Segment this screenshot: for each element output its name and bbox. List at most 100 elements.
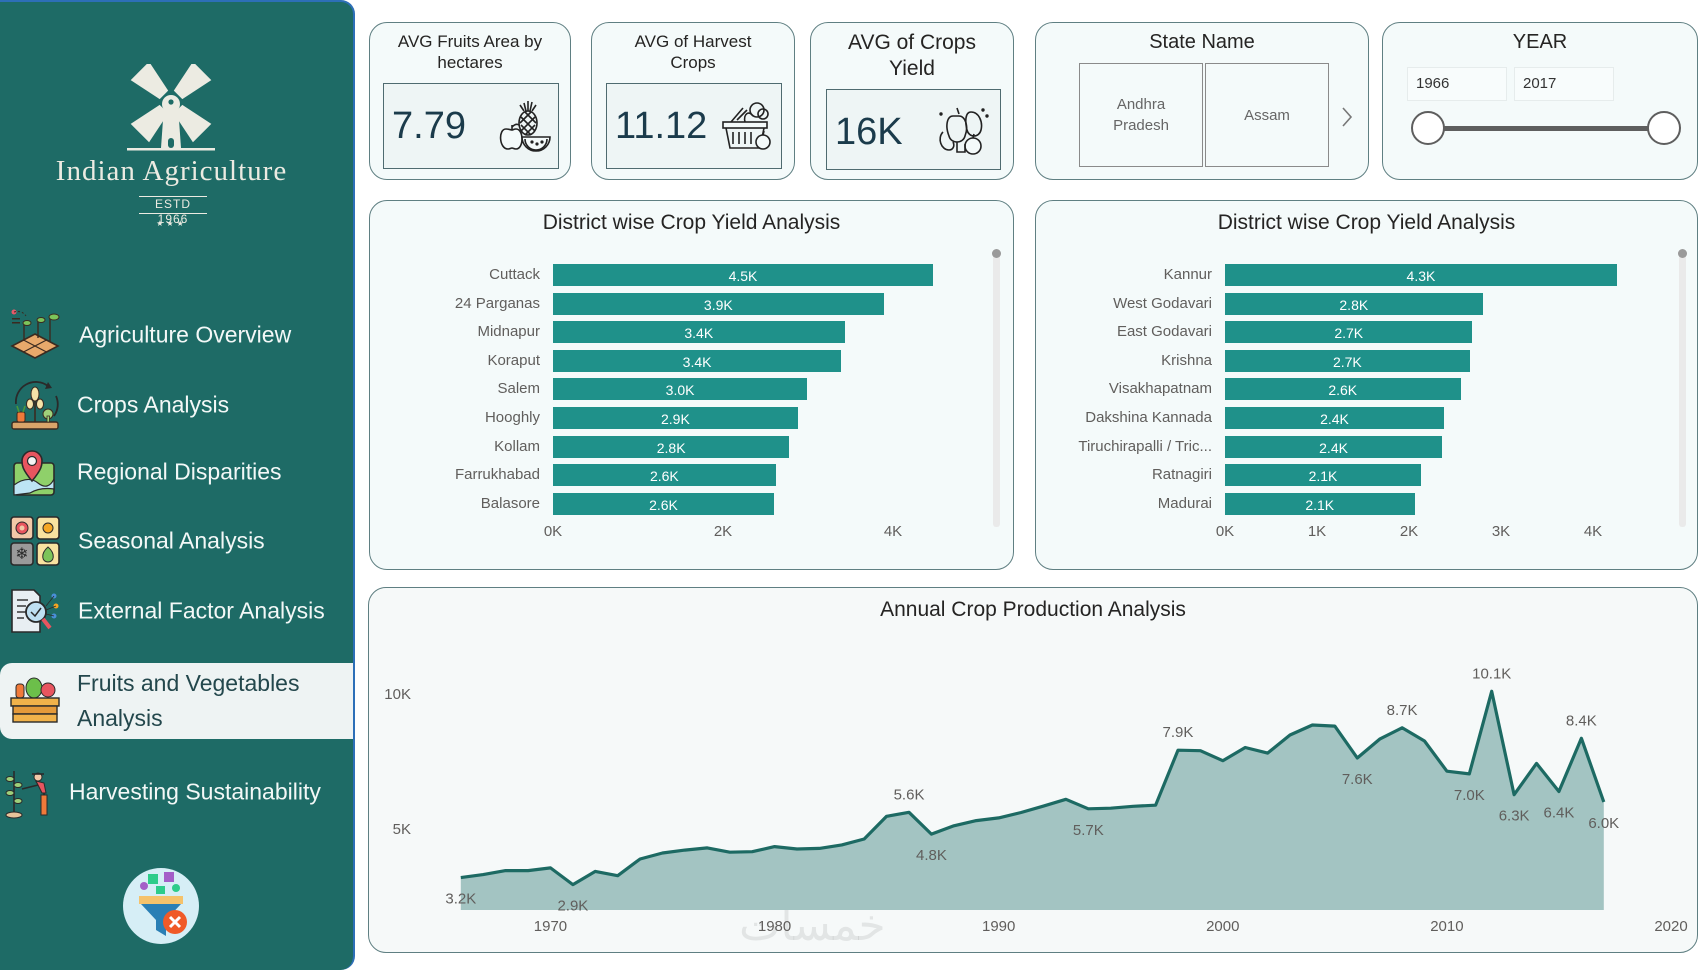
data-point[interactable] <box>568 880 578 890</box>
year-slider-track[interactable] <box>1428 126 1664 131</box>
data-point[interactable] <box>1554 786 1564 796</box>
data-point[interactable] <box>1039 801 1049 811</box>
data-point[interactable] <box>1240 742 1250 752</box>
bar[interactable]: 2.6K <box>553 492 774 515</box>
data-point[interactable] <box>545 863 555 873</box>
data-point[interactable] <box>859 834 869 844</box>
data-point[interactable] <box>501 866 511 876</box>
data-point[interactable] <box>1083 804 1093 814</box>
data-point[interactable] <box>1419 736 1429 746</box>
bar[interactable]: 2.6K <box>1225 378 1461 401</box>
data-point[interactable] <box>949 821 959 831</box>
data-point[interactable] <box>1532 758 1542 768</box>
bar[interactable]: 2.9K <box>553 407 798 429</box>
nav-agriculture-overview[interactable]: Agriculture Overview <box>0 303 353 367</box>
bar[interactable]: 2.8K <box>553 435 790 458</box>
bar[interactable]: 3.0K <box>553 378 808 401</box>
data-point[interactable] <box>1599 797 1609 807</box>
data-point[interactable] <box>1151 800 1161 810</box>
bar[interactable]: 2.1K <box>1225 492 1415 515</box>
data-point[interactable] <box>1397 723 1407 733</box>
district-yield-chart-right: District wise Crop Yield Analysis Kannur… <box>1035 200 1698 570</box>
nav-harvesting-sustainability[interactable]: Harvesting Sustainability <box>0 760 353 824</box>
data-point[interactable] <box>1218 756 1228 766</box>
data-point[interactable] <box>1487 686 1497 696</box>
bar[interactable]: 2.6K <box>553 464 776 487</box>
bar[interactable]: 2.8K <box>1225 292 1483 315</box>
data-point[interactable] <box>613 871 623 881</box>
data-point[interactable] <box>1128 801 1138 811</box>
bar[interactable]: 4.3K <box>1225 264 1617 286</box>
category-label: West Godavari <box>1113 294 1212 312</box>
data-point[interactable] <box>770 842 780 852</box>
bar[interactable]: 2.4K <box>1225 407 1444 429</box>
data-point[interactable] <box>680 845 690 855</box>
category-label: Krishna <box>1161 351 1212 369</box>
data-point[interactable] <box>1263 748 1273 758</box>
agriculture-field-icon <box>10 309 60 359</box>
bar[interactable]: 2.7K <box>1225 349 1470 372</box>
data-point[interactable] <box>971 816 981 826</box>
data-point[interactable] <box>725 847 735 857</box>
bar[interactable]: 2.7K <box>1225 321 1473 344</box>
bar[interactable]: 4.5K <box>553 264 933 286</box>
nav-seasonal-analysis[interactable]: ❄ Seasonal Analysis <box>0 509 353 573</box>
year-slider-start-handle[interactable] <box>1411 111 1445 145</box>
chart-scrollbar-thumb[interactable] <box>1678 249 1687 258</box>
data-point[interactable] <box>904 807 914 817</box>
data-point[interactable] <box>1442 766 1452 776</box>
bar[interactable]: 3.9K <box>553 292 884 315</box>
data-point[interactable] <box>747 847 757 857</box>
data-point[interactable] <box>1330 721 1340 731</box>
year-slider-end-handle[interactable] <box>1647 111 1681 145</box>
bar[interactable]: 3.4K <box>553 321 845 344</box>
data-point[interactable] <box>1106 803 1116 813</box>
data-point[interactable] <box>523 866 533 876</box>
data-point[interactable] <box>1576 733 1586 743</box>
bar[interactable]: 2.4K <box>1225 435 1443 458</box>
chart-scrollbar[interactable] <box>1679 253 1686 527</box>
chart-scrollbar-thumb[interactable] <box>992 249 1001 258</box>
bar[interactable]: 2.1K <box>1225 464 1421 487</box>
year-from-input[interactable]: 1966 <box>1407 67 1507 101</box>
data-point[interactable] <box>1285 730 1295 740</box>
data-point[interactable] <box>1352 753 1362 763</box>
bar[interactable]: 3.4K <box>553 349 842 372</box>
data-point[interactable] <box>635 854 645 864</box>
x-tick-label: 3K <box>1491 523 1511 540</box>
data-point[interactable] <box>882 811 892 821</box>
data-point[interactable] <box>837 840 847 850</box>
data-point[interactable] <box>1016 808 1026 818</box>
data-point[interactable] <box>1375 734 1385 744</box>
kpi-value-box: 11.12 <box>606 83 782 169</box>
data-point[interactable] <box>478 870 488 880</box>
data-point[interactable] <box>1195 746 1205 756</box>
chart-scrollbar[interactable] <box>993 253 1000 527</box>
x-tick-label: 2K <box>713 523 733 540</box>
clear-filter-icon[interactable] <box>120 864 202 946</box>
data-point[interactable] <box>1464 769 1474 779</box>
kpi-title: AVG Fruits Area by hectares <box>397 32 543 72</box>
data-point[interactable] <box>926 829 936 839</box>
x-tick-label: 2020 <box>1654 918 1687 935</box>
document-magnifier-icon <box>11 589 59 633</box>
data-point[interactable] <box>1173 745 1183 755</box>
data-point[interactable] <box>792 844 802 854</box>
state-option-tile[interactable]: Andhra Pradesh <box>1079 63 1203 167</box>
data-point[interactable] <box>994 813 1004 823</box>
data-point[interactable] <box>1307 720 1317 730</box>
nav-fruits-and-vegetables-analysis[interactable]: Fruits and Vegetables Analysis <box>0 663 353 739</box>
data-point[interactable] <box>456 873 466 883</box>
year-to-input[interactable]: 2017 <box>1514 67 1614 101</box>
state-option-tile[interactable]: Assam <box>1205 63 1329 167</box>
nav-external-factor-analysis[interactable]: External Factor Analysis <box>0 579 353 643</box>
data-point[interactable] <box>814 843 824 853</box>
nav-regional-disparities[interactable]: Regional Disparities <box>0 440 353 504</box>
data-point[interactable] <box>1509 790 1519 800</box>
nav-crops-analysis[interactable]: Crops Analysis <box>0 373 353 437</box>
data-point[interactable] <box>702 843 712 853</box>
data-point[interactable] <box>658 848 668 858</box>
data-point[interactable] <box>1061 794 1071 804</box>
chevron-right-icon[interactable] <box>1340 105 1354 129</box>
data-point[interactable] <box>590 866 600 876</box>
